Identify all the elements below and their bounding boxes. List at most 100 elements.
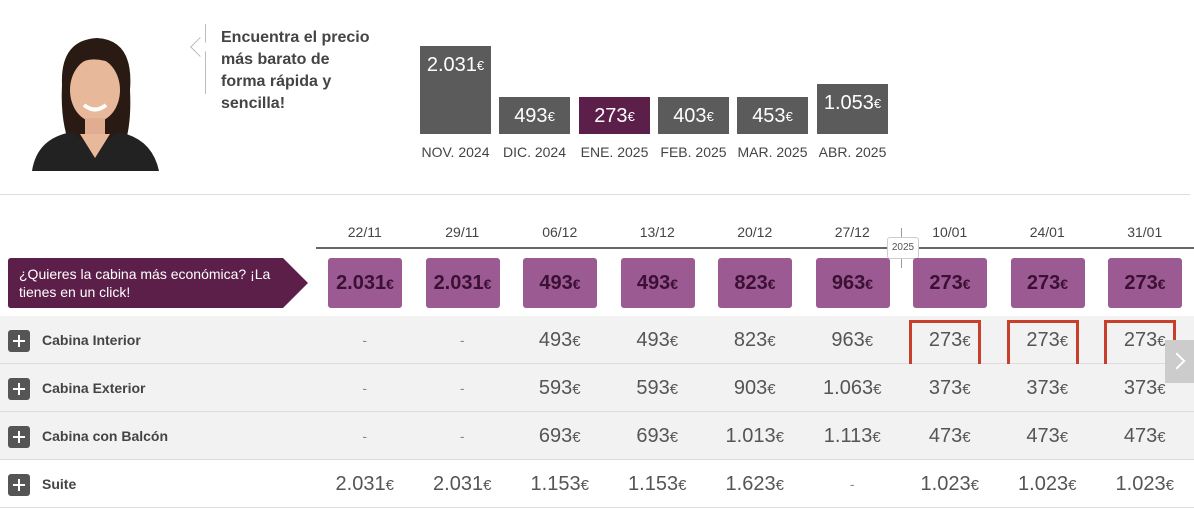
cabin-price-cell[interactable]: 473€: [928, 425, 971, 447]
month-price: 493: [514, 105, 548, 127]
month-label: MAR. 2025: [737, 144, 808, 160]
cabin-price-cell[interactable]: 1.063€: [823, 377, 882, 399]
cabin-price-cell[interactable]: 1.023€: [1115, 473, 1174, 495]
cabin-price-cell[interactable]: 373€: [928, 377, 971, 399]
cabin-row: Cabina con Balcón - - 693€ 693€ 1.013€ 1.113€ 4…: [0, 412, 1194, 460]
departure-date: 13/12: [639, 224, 675, 240]
month-currency: €: [706, 109, 714, 124]
cabin-row: Cabina Interior - - 493€ 493€ 823€ 963€ 273€ 273…: [0, 316, 1194, 368]
cabin-price-cell[interactable]: 493€: [636, 329, 679, 351]
cabin-price-cell[interactable]: 1.023€: [920, 473, 979, 495]
departure-date: 10/01: [932, 224, 968, 240]
speech-bubble-tip: [190, 37, 210, 57]
expand-plus-icon[interactable]: [8, 426, 30, 448]
cheapest-price-button[interactable]: 273€: [1108, 258, 1182, 308]
month-price-bar[interactable]: 403 €: [658, 97, 729, 134]
cheapest-price-button[interactable]: 273€: [1010, 258, 1085, 308]
year-marker-badge: 2025: [887, 237, 919, 259]
cabin-price-cell[interactable]: 273€: [999, 316, 1097, 368]
cabin-price-cell[interactable]: 963€: [831, 329, 874, 351]
cheapest-price-button[interactable]: 963€: [815, 258, 890, 308]
next-dates-arrow-button[interactable]: [1165, 340, 1194, 383]
month-option[interactable]: 453 € MAR. 2025: [737, 97, 808, 160]
cabin-price-cell: -: [459, 428, 465, 444]
departure-date: 06/12: [542, 224, 578, 240]
month-price: 2.031: [426, 54, 477, 76]
month-price: 273: [594, 105, 628, 127]
cheapest-price-button[interactable]: 493€: [523, 258, 597, 308]
month-price-bar[interactable]: 493 €: [499, 97, 570, 134]
cabin-price-cell[interactable]: 373€: [1026, 377, 1069, 399]
cheapest-cabin-banner: ¿Quieres la cabina más económica? ¡La ti…: [8, 258, 308, 308]
expand-plus-icon[interactable]: [8, 474, 30, 496]
cabin-price-cell[interactable]: 1.013€: [725, 425, 784, 447]
cabin-price-cell[interactable]: 1.623€: [725, 473, 784, 495]
cheapest-price-button[interactable]: 273€: [913, 258, 987, 308]
month-label: DIC. 2024: [502, 144, 567, 160]
cabin-price-cell[interactable]: 823€: [733, 329, 776, 351]
month-price-bar[interactable]: 453 €: [737, 97, 808, 134]
speech-bubble-divider: [205, 24, 206, 94]
expand-plus-icon[interactable]: [8, 330, 30, 352]
cheapest-price-button[interactable]: 2.031€: [425, 258, 500, 308]
cabin-type-label: Cabina Exterior: [42, 380, 146, 396]
month-price: 1.053: [823, 92, 874, 114]
cabin-price-cell[interactable]: 273€: [901, 316, 999, 368]
agent-avatar: [22, 30, 167, 171]
cheapest-price-button[interactable]: 493€: [620, 258, 695, 308]
cheapest-banner-text: ¿Quieres la cabina más económica? ¡La ti…: [19, 266, 271, 300]
cabin-price-cell: -: [849, 476, 855, 492]
month-currency: €: [627, 109, 635, 124]
month-label: FEB. 2025: [660, 144, 727, 160]
month-currency: €: [785, 109, 793, 124]
cabin-price-cell[interactable]: 1.153€: [628, 473, 687, 495]
cabin-price-cell[interactable]: 493€: [538, 329, 581, 351]
month-price-bar[interactable]: 273 €: [579, 97, 650, 134]
month-price-selector: 2.031 € NOV. 2024 493 € DIC. 2024 273 € ENE. 202…: [420, 0, 900, 170]
month-price-bar[interactable]: 2.031 €: [420, 46, 491, 134]
month-option[interactable]: 493 € DIC. 2024: [499, 97, 570, 160]
month-price: 403: [673, 105, 707, 127]
cabin-price-cell[interactable]: 593€: [636, 377, 679, 399]
cheapest-price-button[interactable]: 823€: [718, 258, 792, 308]
cabin-price-cell[interactable]: 1.113€: [823, 425, 881, 447]
section-divider: [0, 194, 1190, 195]
cabin-price-cell[interactable]: 373€: [1123, 377, 1166, 399]
cheapest-price-button[interactable]: 2.031€: [328, 258, 402, 308]
cabin-price-cell: -: [362, 332, 368, 348]
cabin-price-cell[interactable]: 903€: [733, 377, 776, 399]
month-price-bar[interactable]: 1.053 €: [817, 84, 888, 134]
cabin-price-cell: -: [459, 332, 465, 348]
cabin-price-cell[interactable]: 1.023€: [1018, 473, 1077, 495]
cabin-price-cell[interactable]: 473€: [1026, 425, 1069, 447]
cabin-price-cell[interactable]: 2.031€: [335, 473, 394, 495]
month-label: ENE. 2025: [580, 144, 649, 160]
departure-date: 29/11: [445, 224, 480, 240]
month-option[interactable]: 1.053 € ABR. 2025: [817, 84, 888, 160]
cabin-type-label: Cabina Interior: [42, 332, 141, 348]
cabin-price-cell[interactable]: 2.031€: [433, 473, 492, 495]
expand-plus-icon[interactable]: [8, 378, 30, 400]
promo-headline: Encuentra el precio más barato de forma …: [221, 29, 370, 112]
cabin-row: Suite 2.031€ 2.031€ 1.153€ 1.153€ 1.623€ - 1.02…: [0, 460, 1194, 508]
cabin-price-cell[interactable]: 1.153€: [530, 473, 589, 495]
departure-date: 27/12: [834, 224, 870, 240]
departure-date: 22/11: [347, 224, 382, 240]
departure-date: 24/01: [1029, 224, 1065, 240]
cabin-price-cell: -: [362, 380, 368, 396]
month-label: ABR. 2025: [818, 144, 887, 160]
month-option[interactable]: 273 € ENE. 2025: [579, 97, 650, 160]
month-label: NOV. 2024: [421, 144, 490, 160]
cabin-price-cell[interactable]: 693€: [636, 425, 679, 447]
cabin-price-cell[interactable]: 693€: [538, 425, 581, 447]
cabin-price-cell[interactable]: 473€: [1123, 425, 1166, 447]
month-option[interactable]: 2.031 € NOV. 2024: [420, 46, 491, 160]
departure-date: 31/01: [1127, 224, 1163, 240]
cabin-type-label: Suite: [42, 476, 77, 492]
month-option[interactable]: 403 € FEB. 2025: [658, 97, 729, 160]
month-currency: €: [476, 58, 485, 73]
cabin-price-cell[interactable]: 593€: [538, 377, 581, 399]
month-price: 453: [752, 105, 786, 127]
month-currency: €: [547, 109, 555, 124]
cabin-row: Cabina Exterior - - 593€ 593€ 903€ 1.063€ 373€ 3…: [0, 364, 1194, 412]
